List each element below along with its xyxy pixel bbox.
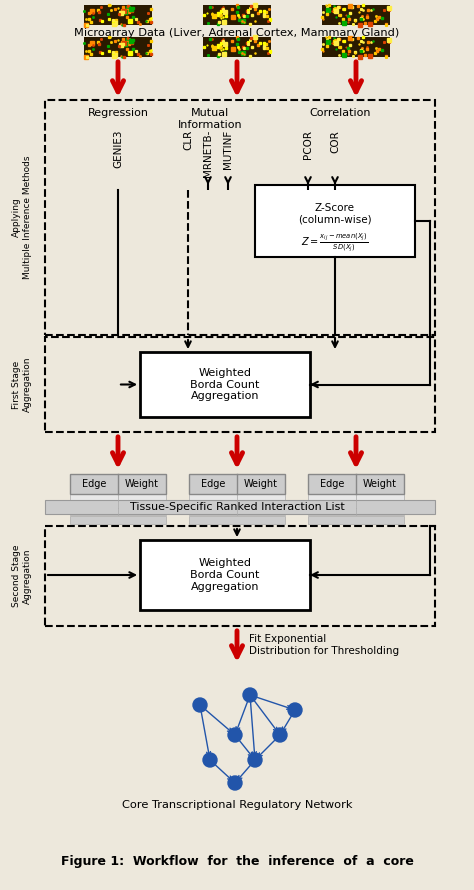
Text: CLR: CLR <box>183 130 193 150</box>
Text: Mutual
Information: Mutual Information <box>178 108 242 130</box>
Bar <box>70 494 166 501</box>
Text: Edge: Edge <box>82 479 106 489</box>
Bar <box>322 37 390 57</box>
Text: Weight: Weight <box>244 479 278 489</box>
Bar <box>84 5 152 25</box>
Bar <box>322 5 390 25</box>
Bar <box>203 37 271 57</box>
Text: Microarray Data (Liver, Adrenal Cortex, Mammary Gland): Microarray Data (Liver, Adrenal Cortex, … <box>74 28 400 38</box>
Bar <box>45 500 435 514</box>
Text: Core Transcriptional Regulatory Network: Core Transcriptional Regulatory Network <box>122 800 352 810</box>
Bar <box>308 516 404 524</box>
Bar <box>308 501 404 508</box>
Text: Figure 1:  Workflow  for  the  inference  of  a  core: Figure 1: Workflow for the inference of … <box>61 855 413 868</box>
Circle shape <box>288 703 302 717</box>
Circle shape <box>193 698 207 712</box>
Circle shape <box>273 728 287 742</box>
Circle shape <box>228 776 242 790</box>
Bar <box>189 516 285 524</box>
Bar <box>189 501 285 508</box>
Bar <box>140 352 310 417</box>
Bar <box>70 508 166 515</box>
Bar <box>45 337 435 432</box>
Text: Correlation: Correlation <box>309 108 371 118</box>
Text: Weight: Weight <box>363 479 397 489</box>
Bar <box>189 494 285 501</box>
Text: Edge: Edge <box>201 479 225 489</box>
Text: First Stage
Aggregation: First Stage Aggregation <box>12 357 32 412</box>
Circle shape <box>228 728 242 742</box>
Text: Regression: Regression <box>88 108 148 118</box>
Bar <box>70 516 166 524</box>
Bar <box>45 526 435 626</box>
Bar <box>70 501 166 508</box>
Text: Tissue-Specific Ranked Interaction List: Tissue-Specific Ranked Interaction List <box>129 502 345 512</box>
Text: Second Stage
Aggregation: Second Stage Aggregation <box>12 545 32 607</box>
Circle shape <box>203 753 217 767</box>
Text: Weight: Weight <box>125 479 159 489</box>
Bar <box>140 540 310 610</box>
Text: PCOR: PCOR <box>303 130 313 159</box>
Bar <box>189 508 285 515</box>
Bar <box>203 5 271 25</box>
Text: Weighted
Borda Count
Aggregation: Weighted Borda Count Aggregation <box>191 558 260 592</box>
Bar <box>70 474 166 494</box>
Text: MUTINF: MUTINF <box>223 130 233 169</box>
Bar <box>255 185 415 257</box>
Text: GENIE3: GENIE3 <box>113 130 123 168</box>
Bar <box>308 474 404 494</box>
Circle shape <box>248 753 262 767</box>
Circle shape <box>243 688 257 702</box>
Text: Edge: Edge <box>320 479 344 489</box>
Bar <box>84 37 152 57</box>
Bar <box>189 474 285 494</box>
Text: MRNETB-: MRNETB- <box>203 130 213 177</box>
Bar <box>308 508 404 515</box>
Bar <box>308 494 404 501</box>
Text: Applying
Multiple Inference Methods: Applying Multiple Inference Methods <box>12 156 32 279</box>
Text: Z-Score
(column-wise): Z-Score (column-wise) <box>298 203 372 224</box>
Text: Weighted
Borda Count
Aggregation: Weighted Borda Count Aggregation <box>191 368 260 401</box>
Text: COR: COR <box>330 130 340 153</box>
Text: Fit Exponential
Distribution for Thresholding: Fit Exponential Distribution for Thresho… <box>249 635 399 656</box>
Text: $Z = \frac{x_{ij}-mean(X_j)}{SD(X_j)}$: $Z = \frac{x_{ij}-mean(X_j)}{SD(X_j)}$ <box>301 231 368 254</box>
Bar <box>45 100 435 335</box>
